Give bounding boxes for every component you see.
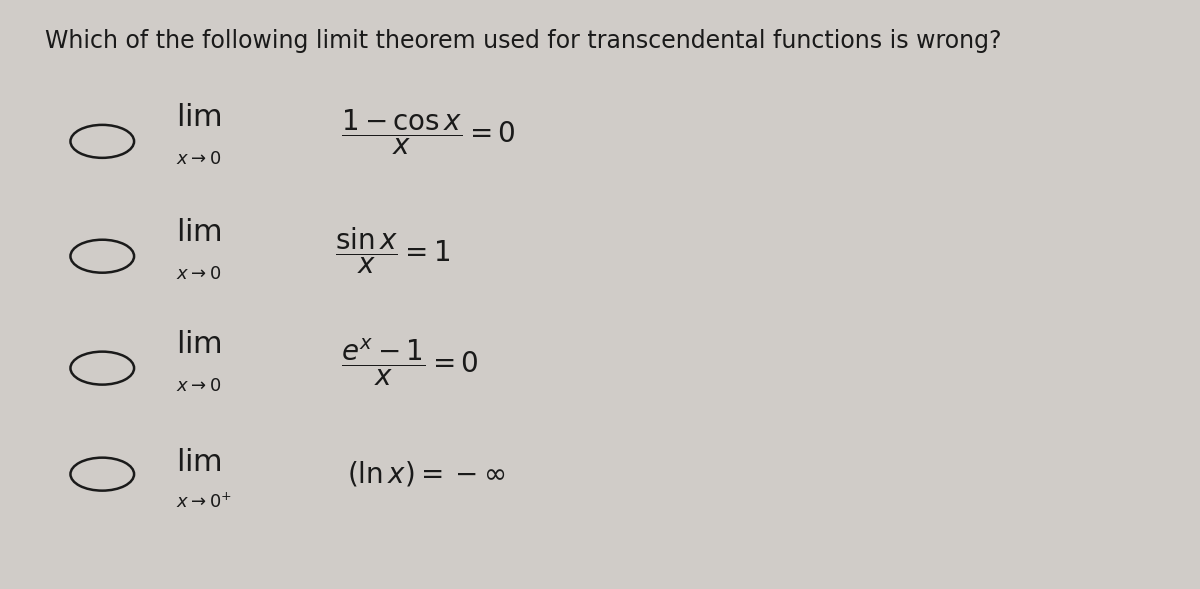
Text: $\lim$: $\lim$: [176, 330, 222, 359]
Text: $x\to 0^{+}$: $x\to 0^{+}$: [176, 492, 233, 511]
Text: $\dfrac{e^{x}-1}{x} = 0$: $\dfrac{e^{x}-1}{x} = 0$: [341, 337, 479, 388]
Text: Which of the following limit theorem used for transcendental functions is wrong?: Which of the following limit theorem use…: [46, 29, 1002, 54]
Text: $x\to 0$: $x\to 0$: [176, 265, 222, 283]
Text: $\dfrac{1-\cos x}{x} = 0$: $\dfrac{1-\cos x}{x} = 0$: [341, 108, 516, 157]
Text: $\lim$: $\lim$: [176, 448, 222, 477]
Text: $x\to 0$: $x\to 0$: [176, 150, 222, 168]
Text: $\dfrac{\sin x}{x} = 1$: $\dfrac{\sin x}{x} = 1$: [335, 225, 450, 276]
Text: $\lim$: $\lim$: [176, 218, 222, 247]
Text: $(\ln x) = -\infty$: $(\ln x) = -\infty$: [347, 459, 505, 489]
Text: $\lim$: $\lim$: [176, 103, 222, 133]
Text: $x\to 0$: $x\to 0$: [176, 377, 222, 395]
